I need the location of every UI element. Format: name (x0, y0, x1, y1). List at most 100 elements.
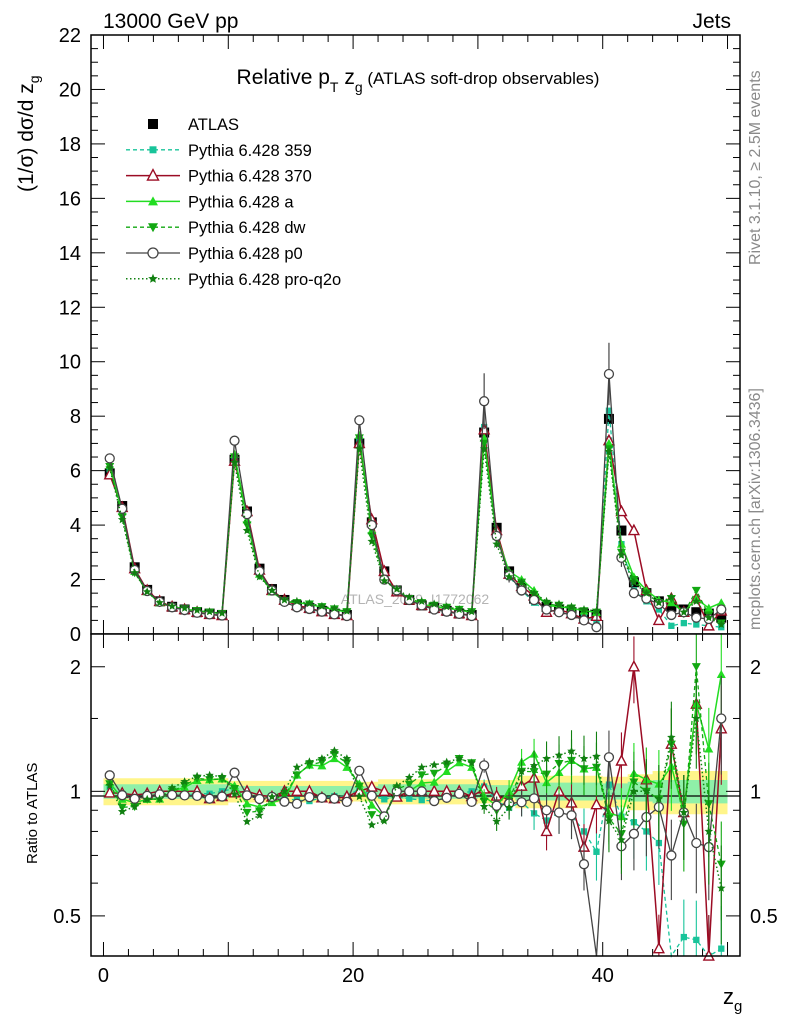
ratio-point (429, 777, 439, 786)
ratio-point (553, 807, 565, 818)
y-tick-label: 8 (70, 406, 81, 428)
ratio-point (716, 713, 727, 724)
point (716, 604, 727, 615)
ratio-point (478, 760, 490, 771)
ratio-point (242, 808, 252, 817)
ratio-panel: 0.5 0.51 12 20 20 40 Ratio to ATLAS zg (24, 633, 778, 1015)
legend-label: Pythia 6.428 370 (188, 168, 312, 186)
point (591, 622, 602, 633)
ratio-point (491, 800, 502, 811)
point (542, 596, 551, 605)
ratio-point (104, 770, 115, 781)
ratio-point (216, 791, 228, 802)
point (717, 620, 726, 629)
point (604, 447, 614, 456)
ratio-point (492, 816, 501, 825)
x-tick-label: 40 (592, 965, 614, 987)
legend-marker (149, 146, 157, 154)
header-left: 13000 GeV pp (103, 10, 238, 33)
ratio-point (542, 754, 551, 763)
mcplots-label: mcplots.cern.ch [arXiv:1306.3436] (747, 388, 764, 630)
point (528, 594, 540, 606)
ratio-point (679, 808, 689, 817)
ratio-point (590, 797, 603, 810)
point (491, 530, 502, 542)
ratio-point (242, 799, 252, 808)
ratio-axis-ticks: 0.5 0.51 12 20 20 40 (53, 634, 778, 987)
point (628, 588, 640, 599)
ratio-point (429, 760, 439, 769)
point (529, 588, 539, 597)
ratio-point (691, 837, 702, 849)
point (230, 458, 239, 467)
y-tick-label: 18 (59, 134, 81, 156)
ratio-point (642, 786, 651, 795)
ratio-point (280, 786, 289, 795)
chart-title-tail: (ATLAS soft-drop observables) (363, 69, 600, 88)
point (130, 568, 139, 577)
point (117, 503, 128, 514)
ratio-point (704, 826, 714, 836)
ratio-point (441, 792, 452, 803)
y-tick-label: 20 (59, 79, 81, 101)
point (668, 622, 675, 629)
point (679, 607, 689, 616)
point (104, 453, 115, 464)
point (167, 601, 177, 610)
ratio-point (417, 778, 427, 787)
x-tick-label: 0 (98, 965, 109, 987)
point (478, 396, 490, 407)
ratio-point (567, 746, 576, 755)
ratio-point (241, 790, 253, 801)
ratio-point (592, 751, 601, 761)
chart-title-main: Relative p (237, 66, 330, 89)
ratio-point (291, 798, 303, 809)
ratio-point (354, 782, 364, 791)
ratio-point (381, 796, 388, 803)
legend-marker (148, 119, 158, 129)
chart-title: Relative pT zg (ATLAS soft-drop observab… (237, 66, 600, 95)
ratio-point (292, 771, 302, 780)
y-tick-label: 12 (59, 297, 81, 319)
ratio-point (528, 793, 540, 804)
point (667, 592, 676, 601)
point (105, 463, 114, 472)
ratio-point (267, 792, 277, 801)
ratio-point (103, 785, 116, 798)
point (691, 586, 701, 595)
ratio-point (615, 754, 628, 766)
ratio-point (192, 771, 202, 780)
ratio-point (230, 784, 240, 794)
point (627, 523, 641, 536)
ratio-y-tick-label: 1 (70, 781, 81, 803)
ratio-y-tick-label: 2 (70, 657, 81, 679)
ratio-point (716, 669, 726, 679)
chart-title-sub2: g (355, 79, 363, 95)
ratio-point (540, 824, 553, 837)
point (380, 576, 389, 585)
ratio-y-tick-label: 0.5 (53, 906, 81, 928)
ratio-point (652, 941, 665, 954)
point (691, 612, 702, 623)
point (716, 598, 726, 607)
ratio-point (692, 714, 701, 723)
ratio-point (367, 800, 377, 809)
ratio-point (454, 788, 465, 799)
ratio-point (242, 817, 252, 826)
point (702, 618, 715, 631)
ratio-point (217, 775, 227, 784)
ratio-series-pro-q2o (105, 679, 726, 945)
ratio-point (442, 762, 452, 771)
ratio-point (578, 859, 590, 870)
ratio-point (130, 802, 139, 811)
point (592, 606, 601, 615)
ratio-point (654, 794, 664, 803)
ratio-point (355, 792, 364, 801)
point (604, 438, 614, 448)
header-right: Jets (692, 10, 731, 33)
ratio-point (354, 765, 365, 776)
point (291, 602, 303, 613)
ratio-point (217, 772, 227, 781)
ratio-point (442, 766, 452, 775)
ratio-point (504, 803, 514, 812)
